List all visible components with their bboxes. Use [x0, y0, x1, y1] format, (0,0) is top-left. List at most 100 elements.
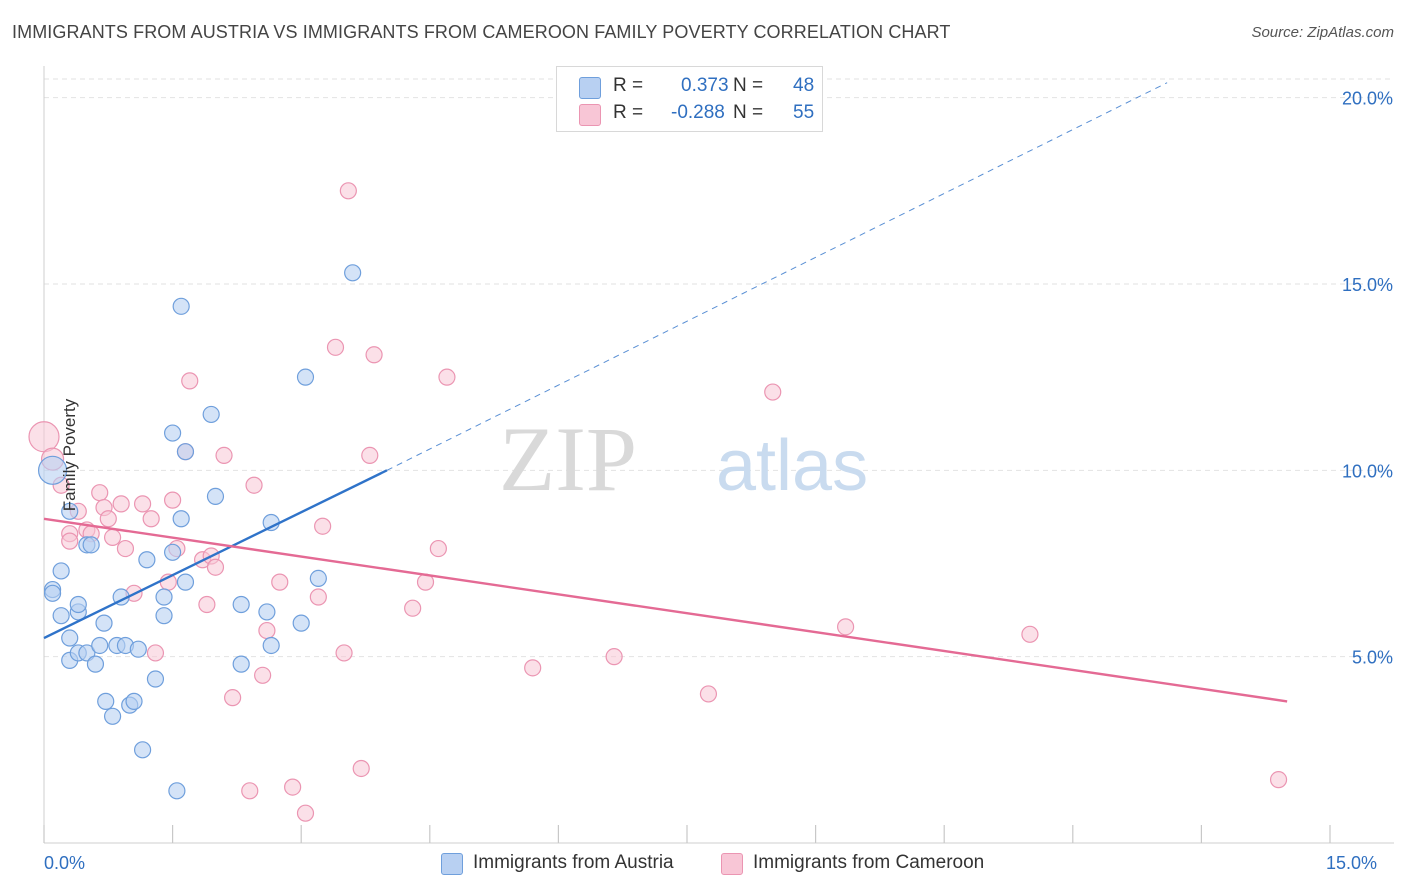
- bottom-legend-label-austria: Immigrants from Austria: [473, 852, 674, 873]
- cameroon-point: [112, 495, 130, 513]
- legend-swatch-cameroon: [579, 104, 601, 126]
- cameroon-point: [335, 644, 353, 662]
- x-axis-min-label: 0.0%: [44, 853, 86, 873]
- trend-line-austria: [43, 469, 388, 640]
- legend-r-label: R =: [613, 102, 644, 123]
- cameroon-point: [146, 644, 165, 662]
- cameroon-point: [339, 182, 357, 200]
- austria-point: [52, 607, 70, 625]
- austria-point: [309, 569, 327, 587]
- cameroon-point: [224, 689, 242, 707]
- austria-point: [37, 455, 68, 485]
- austria-point: [125, 692, 143, 710]
- cameroon-point: [296, 804, 315, 822]
- austria-point: [176, 443, 195, 461]
- austria-point: [138, 551, 156, 569]
- austria-point: [172, 297, 190, 315]
- cameroon-point: [314, 517, 332, 535]
- austria-point: [146, 670, 165, 688]
- cameroon-point: [524, 659, 542, 677]
- austria-point: [43, 584, 62, 602]
- cameroon-point: [605, 648, 623, 666]
- austria-point: [103, 707, 122, 725]
- cameroon-point: [181, 372, 199, 390]
- austria-point: [262, 636, 280, 655]
- cameroon-point: [99, 510, 117, 528]
- austria-point: [61, 629, 79, 647]
- cameroon-point: [61, 532, 79, 550]
- austria-point: [344, 264, 362, 282]
- stats-legend: R = 0.373 N = 48 R = -0.288 N = 55: [556, 66, 823, 132]
- bottom-legend-swatch-cameroon: [721, 853, 743, 875]
- austria-point: [95, 614, 113, 632]
- austria-point: [91, 636, 109, 655]
- austria-point: [164, 424, 182, 442]
- cameroon-point: [198, 595, 216, 614]
- trend-line-austria-extension: [386, 82, 1168, 471]
- y-tick-labels: 5.0% 10.0% 15.0% 20.0%: [1342, 89, 1393, 668]
- y-tick-label: 10.0%: [1342, 461, 1393, 481]
- austria-point: [133, 741, 152, 759]
- legend-swatch-austria: [579, 77, 601, 99]
- watermark-zip: ZIP: [499, 408, 637, 510]
- cameroon-point: [438, 368, 456, 386]
- cameroon-point: [837, 618, 855, 636]
- cameroon-point: [429, 539, 447, 558]
- legend-n-label: N =: [733, 75, 764, 96]
- austria-point: [232, 655, 250, 673]
- austria-point: [155, 588, 173, 606]
- cameroon-point: [206, 558, 225, 576]
- cameroon-point: [215, 446, 233, 465]
- cameroon-point: [326, 338, 345, 356]
- cameroon-point: [241, 782, 259, 800]
- cameroon-point: [254, 666, 272, 684]
- series-cameroon-points: [28, 182, 1288, 822]
- cameroon-point: [103, 528, 122, 547]
- watermark: ZIP atlas: [499, 408, 868, 510]
- cameroon-point: [133, 495, 152, 513]
- austria-point: [172, 510, 190, 528]
- cameroon-point: [365, 346, 383, 364]
- cameroon-point: [404, 599, 422, 617]
- austria-point: [97, 692, 115, 710]
- austria-point: [61, 502, 79, 520]
- chart-title: IMMIGRANTS FROM AUSTRIA VS IMMIGRANTS FR…: [12, 22, 951, 42]
- austria-point: [52, 562, 70, 580]
- gridlines: [44, 78, 1394, 658]
- cameroon-point: [361, 446, 379, 465]
- cameroon-point: [258, 621, 276, 640]
- cameroon-point: [1269, 771, 1288, 789]
- legend-r-label: R =: [613, 75, 644, 96]
- legend-n-label: N =: [733, 102, 764, 123]
- cameroon-point: [28, 421, 60, 453]
- cameroon-point: [352, 759, 370, 778]
- legend-r-value-austria: 0.373: [681, 75, 729, 96]
- bottom-legend-label-cameroon: Immigrants from Cameroon: [753, 852, 985, 873]
- austria-point: [82, 536, 100, 554]
- austria-point: [155, 607, 173, 625]
- austria-point: [168, 782, 186, 800]
- trend-line-cameroon: [43, 517, 1288, 703]
- austria-point: [86, 655, 105, 673]
- austria-point: [206, 487, 225, 506]
- cameroon-point: [245, 476, 263, 494]
- y-axis-label: Family Poverty: [60, 398, 80, 512]
- y-tick-label: 20.0%: [1342, 89, 1393, 109]
- cameroon-point: [142, 510, 160, 528]
- austria-point: [296, 368, 315, 386]
- watermark-atlas: atlas: [716, 426, 868, 506]
- cameroon-point: [1021, 625, 1039, 643]
- austria-point: [129, 640, 147, 658]
- bottom-legend-swatch-austria: [441, 853, 463, 875]
- cameroon-point: [309, 588, 327, 606]
- cameroon-point: [764, 383, 782, 401]
- legend-r-value-cameroon: -0.288: [671, 102, 725, 123]
- chart-source: Source: ZipAtlas.com: [1251, 24, 1394, 41]
- austria-point: [292, 614, 310, 632]
- y-tick-label: 15.0%: [1342, 275, 1393, 295]
- y-tick-label: 5.0%: [1352, 648, 1393, 668]
- cameroon-point: [271, 573, 289, 591]
- cameroon-point: [699, 685, 718, 703]
- austria-point: [164, 543, 182, 561]
